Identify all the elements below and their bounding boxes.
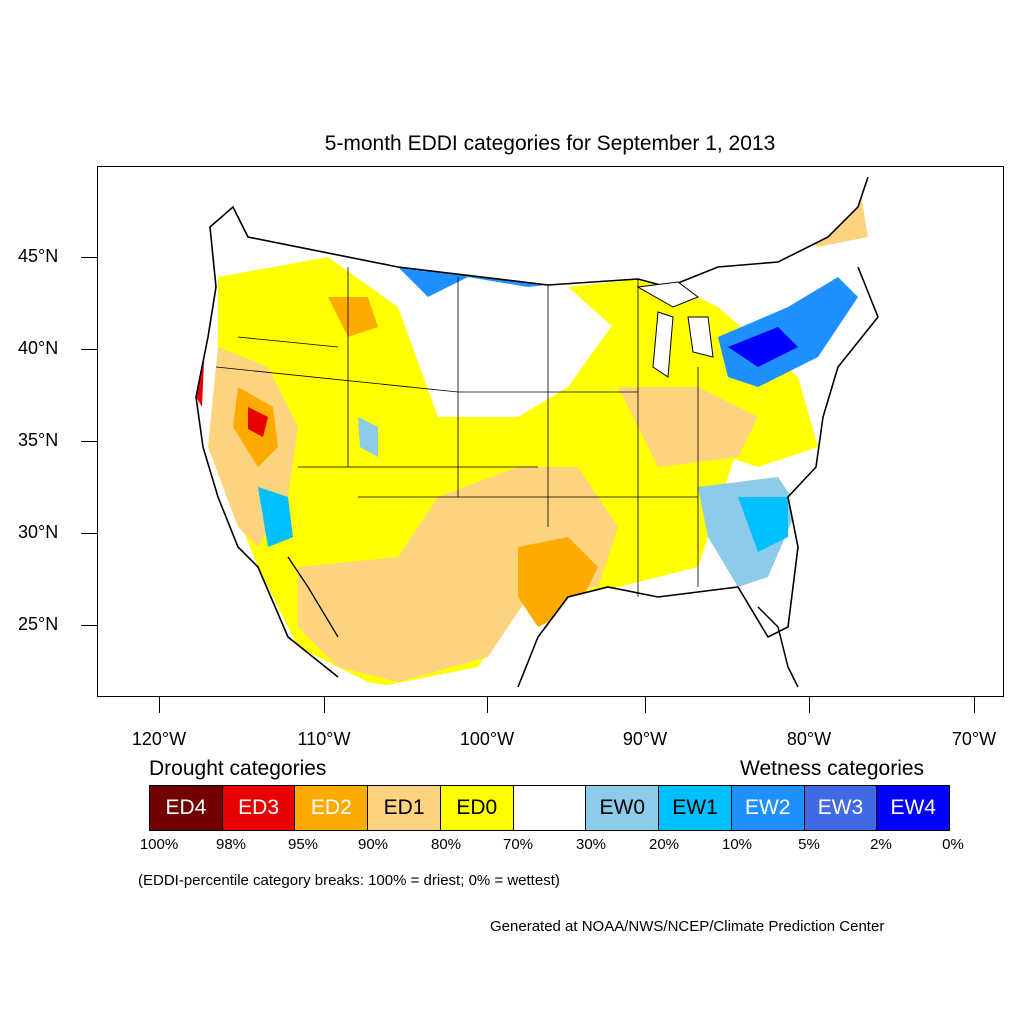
lon-label-80: 80°W	[786, 729, 832, 749]
legend-swatch-ed3: ED3	[221, 785, 296, 831]
lon-tick	[645, 697, 646, 713]
break-label: 100%	[139, 836, 179, 853]
lat-tick	[81, 349, 97, 350]
lat-label-25: 25°N	[18, 614, 59, 634]
lat-tick	[81, 533, 97, 534]
legend-swatch-ed2: ED2	[294, 785, 369, 831]
break-label: 20%	[648, 836, 680, 853]
drought-heading: Drought categories	[149, 757, 327, 780]
lat-label-45: 45°N	[18, 246, 59, 266]
lon-tick	[159, 697, 160, 713]
wetness-heading: Wetness categories	[740, 757, 925, 780]
lon-label-70: 70°W	[951, 729, 997, 749]
legend-swatch-ew4: EW4	[876, 785, 951, 831]
break-label: 30%	[575, 836, 607, 853]
map-title: 5-month EDDI categories for September 1,…	[324, 132, 776, 155]
legend-swatch-ed1: ED1	[367, 785, 441, 831]
lon-tick	[974, 697, 975, 713]
lat-tick	[81, 625, 97, 626]
break-label: 80%	[430, 836, 462, 853]
break-label: 90%	[357, 836, 389, 853]
break-label: 2%	[870, 836, 892, 853]
credit-text: Generated at NOAA/NWS/NCEP/Climate Predi…	[490, 918, 885, 935]
lon-tick	[324, 697, 325, 713]
break-label: 95%	[287, 836, 319, 853]
lon-label-100: 100°W	[459, 729, 515, 749]
lat-label-30: 30°N	[18, 522, 59, 542]
legend-swatch-ew0: EW0	[585, 785, 660, 831]
eddi-map	[195, 176, 888, 692]
lat-tick	[81, 441, 97, 442]
lon-tick	[487, 697, 488, 713]
legend-swatch-ew1: EW1	[658, 785, 732, 831]
lon-tick	[809, 697, 810, 713]
legend-colorbar: ED4 ED3 ED2 ED1 ED0 EW0 EW1 EW2 EW3 EW4	[149, 785, 951, 831]
legend-swatch-ew3: EW3	[803, 785, 878, 831]
legend-swatch-ew2: EW2	[730, 785, 805, 831]
lon-label-110: 110°W	[297, 729, 351, 749]
lat-tick	[81, 257, 97, 258]
legend-swatch-ed0: ED0	[439, 785, 514, 831]
lon-label-120: 120°W	[131, 729, 187, 749]
break-label: 0%	[942, 836, 964, 853]
lon-label-90: 90°W	[622, 729, 668, 749]
break-label: 10%	[721, 836, 753, 853]
break-label: 98%	[215, 836, 247, 853]
lat-label-35: 35°N	[18, 430, 59, 450]
legend-swatch-neutral	[512, 785, 587, 831]
break-label: 70%	[502, 836, 534, 853]
break-label: 5%	[798, 836, 820, 853]
legend-swatch-ed4: ED4	[149, 785, 223, 831]
breaks-note: (EDDI-percentile category breaks: 100% =…	[138, 872, 560, 889]
map-panel	[97, 166, 1004, 697]
lat-label-40: 40°N	[18, 338, 59, 358]
